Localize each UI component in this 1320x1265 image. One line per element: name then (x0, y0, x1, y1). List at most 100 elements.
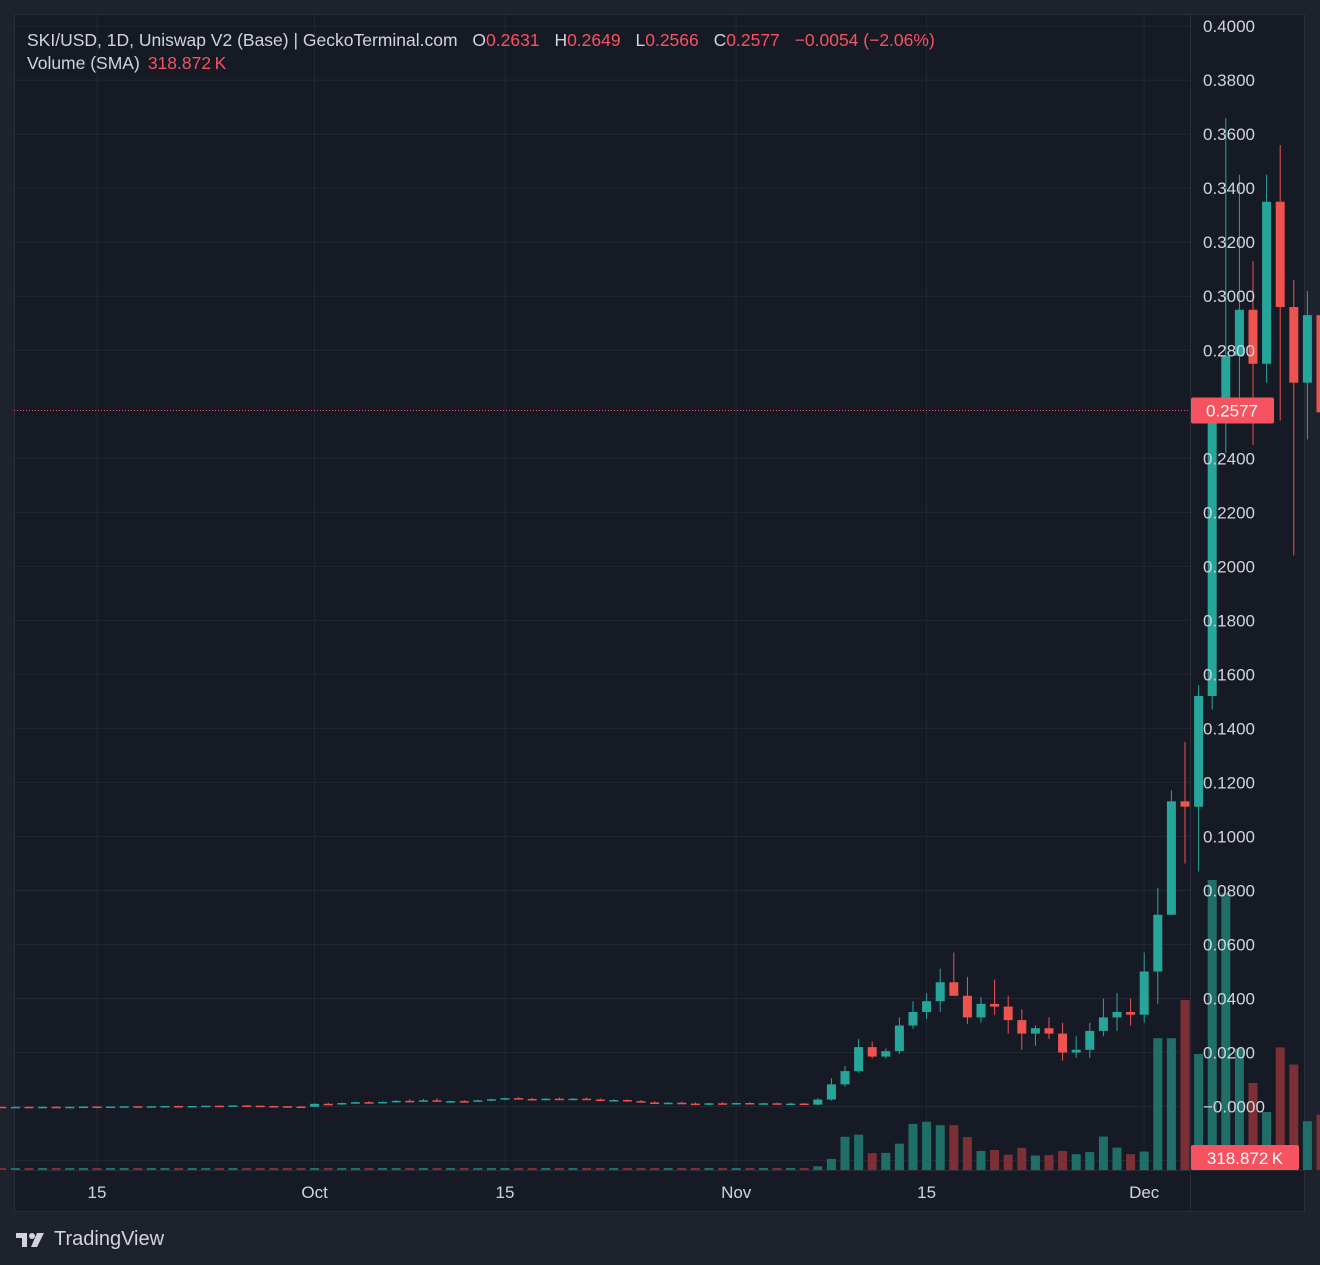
candle-body (731, 1103, 741, 1105)
candle-body (10, 1106, 20, 1109)
candle-body (1166, 801, 1176, 915)
volume-bar (459, 1168, 469, 1170)
candle-body (391, 1100, 401, 1103)
candle (486, 1098, 496, 1102)
candle-body (1207, 417, 1217, 696)
candle (255, 1105, 265, 1108)
volume-bar (1248, 1083, 1258, 1170)
volume-bar (1316, 1114, 1320, 1170)
volume-label[interactable]: Volume (SMA) (27, 53, 140, 73)
candle (78, 1106, 88, 1109)
candle (1098, 998, 1108, 1037)
candle (690, 1102, 700, 1106)
candle (174, 1105, 184, 1108)
candle-body (527, 1098, 537, 1101)
candle-body (1126, 1011, 1136, 1015)
volume-bar (786, 1168, 796, 1170)
volume-bar (391, 1168, 401, 1170)
candle-body (582, 1098, 592, 1101)
candle-body (65, 1106, 75, 1109)
volume-bar (867, 1153, 877, 1170)
candle (1044, 1017, 1054, 1040)
volume-bar (1180, 999, 1190, 1170)
candle-body (677, 1102, 687, 1105)
volume-bar (541, 1168, 551, 1170)
candle-body (976, 1003, 986, 1018)
chart-frame (14, 14, 1305, 1212)
candle (65, 1106, 75, 1109)
volume-bar (38, 1168, 48, 1170)
volume-bar (595, 1168, 605, 1170)
candle-body (269, 1105, 279, 1108)
candle (146, 1106, 156, 1108)
volume-bar (255, 1168, 265, 1170)
volume-bar (718, 1168, 728, 1170)
symbol-title[interactable]: SKI/USD, 1D, Uniswap V2 (Base) | GeckoTe… (27, 30, 458, 50)
candle-body (1085, 1030, 1095, 1050)
volume-bar (432, 1168, 442, 1170)
candle (527, 1097, 537, 1101)
candle (418, 1098, 428, 1102)
candle-body (378, 1101, 388, 1104)
volume-bar (310, 1168, 320, 1170)
volume-bar (758, 1168, 768, 1170)
candle (650, 1101, 660, 1104)
candle-body (962, 995, 972, 1018)
candle (1275, 144, 1285, 421)
candle-body (418, 1100, 428, 1102)
volume-bar (949, 1125, 959, 1170)
volume-bar (1003, 1154, 1013, 1170)
candle (269, 1105, 279, 1108)
candles (0, 117, 1320, 1109)
candle-body (1112, 1011, 1122, 1018)
volume-bar (323, 1168, 333, 1170)
candle (1302, 290, 1312, 440)
y-tick-label: 0.0800 (1203, 881, 1255, 900)
candle-body (201, 1105, 211, 1108)
volume-bar (1275, 1047, 1285, 1170)
open-label: O (472, 30, 487, 50)
candle-body (1017, 1020, 1027, 1034)
candle-body (1044, 1028, 1054, 1034)
candle-body (337, 1103, 347, 1105)
candle (1139, 952, 1149, 1023)
volume-bar (378, 1168, 388, 1170)
candle (133, 1105, 143, 1108)
candle (1316, 315, 1320, 413)
candle-body (541, 1098, 551, 1101)
candle (514, 1097, 524, 1100)
volume-bar (894, 1143, 904, 1170)
candle-body (1058, 1033, 1068, 1053)
x-tick-label: 15 (88, 1183, 107, 1202)
candle-body (1302, 315, 1312, 383)
volume-bar (242, 1168, 252, 1170)
candle-body (0, 1106, 7, 1109)
candle (24, 1106, 34, 1109)
candle (799, 1103, 809, 1106)
volume-bar (269, 1168, 279, 1170)
volume-bar (1302, 1121, 1312, 1170)
open-value: 0.2631 (486, 30, 540, 50)
candle-body (554, 1098, 564, 1101)
candle (500, 1097, 510, 1101)
price-badge-text: 0.2577 (1206, 401, 1258, 420)
candle (677, 1101, 687, 1105)
candle (894, 1017, 904, 1054)
y-tick-label: −0.0000 (1203, 1098, 1265, 1117)
volume-bar (228, 1168, 238, 1170)
volume-bar (1030, 1155, 1040, 1170)
volume-bar (187, 1168, 197, 1170)
candle-body (881, 1051, 891, 1057)
candle-body (1180, 801, 1190, 807)
candle (935, 968, 945, 1012)
volume-bar (1221, 893, 1231, 1170)
x-tick-label: Dec (1129, 1183, 1160, 1202)
tradingview-logo[interactable]: TradingView (16, 1228, 164, 1251)
candle (459, 1100, 469, 1103)
candle (201, 1105, 211, 1108)
candle-body (473, 1100, 483, 1102)
volume-bar (1289, 1064, 1299, 1170)
volume-bar (677, 1168, 687, 1170)
volume-bar (813, 1166, 823, 1170)
